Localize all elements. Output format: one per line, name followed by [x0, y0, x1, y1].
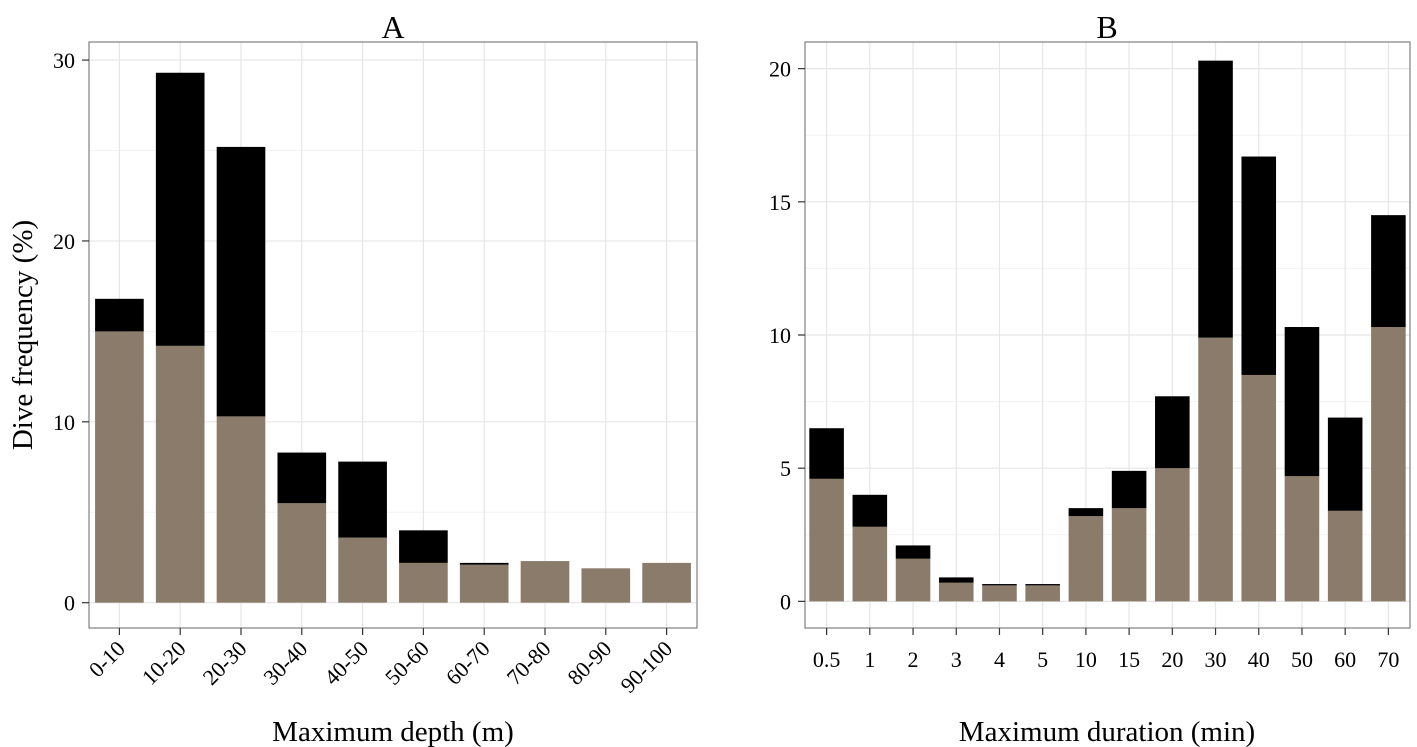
bar-top-3: [938, 577, 974, 583]
x-tick-label: 30: [1205, 647, 1227, 672]
bar-top-5: [1025, 584, 1060, 586]
bar-bottom-4: [982, 585, 1017, 602]
y-axis-label: Dive frequency (%): [7, 220, 39, 450]
x-tick-label: 15: [1118, 647, 1140, 672]
x-tick-label: 70: [1377, 647, 1399, 672]
bar-bottom-50-60: [399, 562, 448, 603]
x-tick-label: 40: [1248, 647, 1270, 672]
x-tick-label: 20-30: [198, 636, 252, 690]
bar-top-40-50: [338, 461, 387, 538]
bar-bottom-30: [1198, 337, 1233, 602]
panel-a-border: [88, 41, 698, 629]
y-tick-label: 0: [64, 591, 75, 616]
bar-bottom-60-70: [459, 564, 509, 603]
bar-top-15: [1111, 470, 1147, 509]
y-tick-label: 0: [780, 589, 791, 614]
panel-a-x-ticks: 0-10 10-20 20-30 30-40 40-50 50-60 60-70 70-80 8…: [84, 628, 677, 698]
bar-bottom-1: [852, 526, 888, 602]
bar-top-20-30: [216, 146, 266, 417]
bar-top-4: [982, 584, 1017, 586]
x-tick-label: 4: [994, 647, 1005, 672]
bar-bottom-30-40: [277, 503, 327, 603]
x-tick-label: 50-60: [380, 636, 434, 690]
bar-top-10-20: [155, 72, 205, 346]
x-tick-label: 10-20: [137, 636, 191, 690]
bar-bottom-5: [1025, 585, 1060, 602]
bar-top-1: [852, 494, 888, 527]
y-tick-label: 10: [53, 410, 75, 435]
bar-bottom-0.5: [809, 478, 844, 602]
y-tick-label: 30: [53, 48, 75, 73]
bar-bottom-60: [1327, 510, 1363, 602]
bar-bottom-80-90: [581, 568, 631, 603]
x-tick-label: 90-100: [615, 636, 677, 698]
x-tick-label: 70-80: [502, 636, 556, 690]
panel-b: 0 5 10 15 20 0.5 1 2 3 4 5 10 15 20 30 40 50 60 70 B Maxi…: [769, 9, 1411, 747]
bar-bottom-50: [1284, 476, 1320, 602]
bar-bottom-70: [1371, 327, 1406, 602]
bar-bottom-3: [938, 582, 974, 602]
y-tick-label: 5: [780, 456, 791, 481]
panel-b-x-ticks: 0.5 1 2 3 4 5 10 15 20 30 40 50 60 70: [813, 628, 1399, 672]
bar-top-70: [1371, 215, 1406, 328]
y-tick-label: 10: [769, 323, 791, 348]
bar-bottom-20: [1155, 468, 1190, 602]
x-tick-label: 60: [1334, 647, 1356, 672]
bar-bottom-70-80: [520, 561, 570, 603]
x-tick-label: 3: [951, 647, 962, 672]
bar-top-30-40: [277, 452, 327, 504]
x-tick-label: 80-90: [562, 636, 616, 690]
panel-b-y-ticks: 0 5 10 15 20: [769, 57, 805, 614]
x-tick-label: 40-50: [319, 636, 373, 690]
bar-top-50: [1284, 327, 1320, 477]
x-tick-label: 1: [864, 647, 875, 672]
x-tick-label: 60-70: [441, 636, 495, 690]
panel-a: 0 10 20 30 0-10 10-20 20-30 30-40 40-50 50-60 60-…: [7, 9, 698, 747]
bar-top-30: [1198, 60, 1233, 338]
panel-b-title: B: [1096, 9, 1117, 45]
bar-top-2: [895, 545, 931, 559]
bar-bottom-15: [1111, 508, 1147, 602]
bar-top-50-60: [399, 530, 448, 563]
panel-a-bars: [95, 72, 691, 603]
panel-a-x-axis-label: Maximum depth (m): [272, 716, 514, 747]
bar-top-40: [1241, 156, 1277, 375]
bar-top-0-10: [95, 298, 144, 332]
y-tick-label: 15: [769, 190, 791, 215]
panel-a-title: A: [381, 9, 404, 45]
panel-a-y-ticks: 0 10 20 30: [53, 48, 89, 616]
bar-top-0.5: [809, 428, 844, 479]
y-tick-label: 20: [53, 229, 75, 254]
x-tick-label: 10: [1075, 647, 1097, 672]
x-tick-label: 5: [1037, 647, 1048, 672]
bar-top-60: [1327, 417, 1363, 511]
panel-b-x-axis-label: Maximum duration (min): [959, 716, 1255, 747]
panel-b-bars: [809, 60, 1406, 602]
x-tick-label: 50: [1291, 647, 1313, 672]
x-tick-label: 20: [1161, 647, 1183, 672]
bar-bottom-2: [895, 558, 931, 602]
y-tick-label: 20: [769, 57, 791, 82]
x-tick-label: 0.5: [813, 647, 841, 672]
bar-bottom-40: [1241, 374, 1277, 602]
bar-top-10: [1068, 508, 1104, 517]
bar-top-60-70: [459, 562, 509, 565]
bar-bottom-90-100: [642, 562, 691, 603]
bar-bottom-10-20: [155, 345, 205, 603]
x-tick-label: 2: [908, 647, 919, 672]
bar-bottom-20-30: [216, 416, 266, 603]
x-tick-label: 30-40: [258, 636, 312, 690]
bar-bottom-10: [1068, 516, 1104, 602]
bar-bottom-40-50: [338, 537, 387, 603]
bar-bottom-0-10: [95, 331, 144, 603]
bar-top-20: [1155, 396, 1190, 469]
x-tick-label: 0-10: [84, 636, 130, 682]
